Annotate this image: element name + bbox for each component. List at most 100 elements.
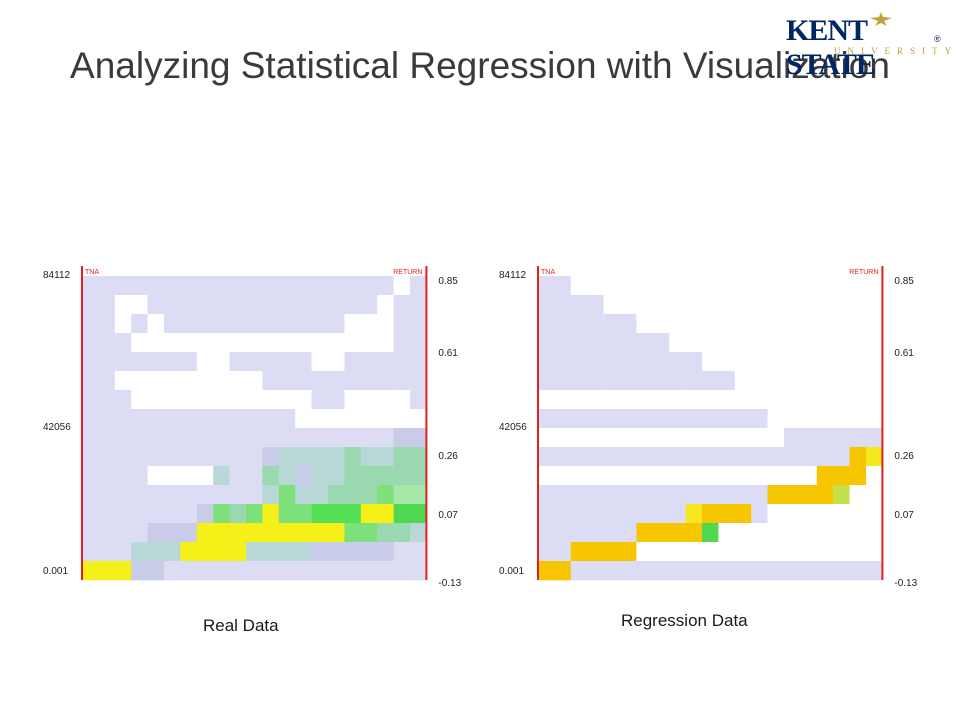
heatmap-cell [636, 314, 654, 334]
real-data-caption: Real Data [203, 616, 279, 635]
heatmap-cell [833, 542, 850, 562]
heatmap-cell [360, 333, 378, 353]
heatmap-cell [620, 276, 637, 296]
heatmap-cell [587, 409, 604, 429]
heatmap-cell [213, 276, 230, 296]
heatmap-cell [246, 371, 263, 391]
heatmap-cell [833, 409, 850, 429]
heatmap-cell [784, 447, 801, 467]
heatmap-cell [570, 504, 588, 524]
heatmap-cell [278, 542, 296, 562]
heatmap-cell [751, 409, 768, 429]
heatmap-cell [636, 295, 654, 315]
heatmap-cell [147, 409, 165, 429]
heatmap-cell [652, 561, 670, 581]
heatmap-cell [82, 314, 99, 334]
heatmap-cell [196, 485, 214, 505]
heatmap-cell [734, 466, 752, 486]
heatmap-cell [196, 352, 214, 372]
heatmap-cell [538, 276, 555, 296]
heatmap-cell [570, 371, 588, 391]
heatmap-cell [164, 295, 181, 315]
heatmap-cell [229, 504, 247, 524]
heatmap-cell [344, 295, 362, 315]
heatmap-cell [393, 542, 411, 562]
heatmap-cell [734, 485, 752, 505]
heatmap-cell [816, 523, 834, 543]
heatmap-cell [866, 390, 883, 410]
heatmap-cell [669, 542, 686, 562]
heatmap-cell [816, 371, 834, 391]
heatmap-cell [196, 428, 214, 448]
heatmap-cell [328, 447, 345, 467]
heatmap-cell [98, 523, 116, 543]
heatmap-cell [311, 504, 329, 524]
heatmap-cell [164, 314, 181, 334]
heatmap-cell [246, 352, 263, 372]
heatmap-cell [767, 333, 785, 353]
heatmap-cell [652, 371, 670, 391]
heatmap-cell [849, 409, 867, 429]
heatmap-cell [784, 428, 801, 448]
heatmap-cell [278, 314, 296, 334]
heatmap-cell [278, 504, 296, 524]
heatmap-cell [833, 390, 850, 410]
heatmap-cell [262, 276, 280, 296]
heatmap-cell [180, 523, 198, 543]
heatmap-cell [393, 314, 411, 334]
heatmap-cell [620, 409, 637, 429]
heatmap-cell [652, 428, 670, 448]
heatmap-cell [767, 409, 785, 429]
heatmap-cell [328, 542, 345, 562]
left-tick-label: 84112 [43, 270, 71, 281]
heatmap-cell [114, 409, 132, 429]
heatmap-cell [620, 504, 637, 524]
heatmap-cell [767, 504, 785, 524]
left-tick-label: 0.001 [499, 566, 524, 577]
heatmap-cell [833, 333, 850, 353]
heatmap-cell [196, 466, 214, 486]
heatmap-cell [410, 390, 427, 410]
heatmap-cell [718, 485, 736, 505]
heatmap-cell [344, 504, 362, 524]
heatmap-cell [180, 485, 198, 505]
heatmap-cell [377, 333, 394, 353]
heatmap-cell [180, 314, 198, 334]
heatmap-cell [246, 409, 263, 429]
heatmap-cell [734, 314, 752, 334]
heatmap-cell [685, 371, 703, 391]
heatmap-cell [262, 314, 280, 334]
heatmap-cell [131, 314, 148, 334]
heatmap-cell [344, 428, 362, 448]
heatmap-cell [328, 409, 345, 429]
heatmap-cell [131, 447, 148, 467]
left-tick-label: 42056 [43, 422, 71, 433]
right-tick-label: 0.61 [894, 348, 914, 359]
heatmap-cell [410, 276, 427, 296]
heatmap-cell [702, 314, 719, 334]
heatmap-cell [652, 352, 670, 372]
heatmap-cell [82, 504, 99, 524]
heatmap-cell [849, 542, 867, 562]
heatmap-cell [685, 352, 703, 372]
heatmap-cell [295, 542, 312, 562]
heatmap-cell [718, 352, 736, 372]
heatmap-cell [328, 523, 345, 543]
heatmap-cell [262, 542, 280, 562]
heatmap-cell [180, 276, 198, 296]
heatmap-cell [554, 295, 572, 315]
heatmap-cell [767, 542, 785, 562]
heatmap-cell [751, 428, 768, 448]
heatmap-cell [213, 371, 230, 391]
heatmap-cell [849, 333, 867, 353]
heatmap-cell [360, 352, 378, 372]
heatmap-cell [262, 371, 280, 391]
heatmap-cell [82, 428, 99, 448]
heatmap-cell [603, 371, 621, 391]
heatmap-cell [360, 466, 378, 486]
heatmap-cell [538, 314, 555, 334]
heatmap-cell [570, 295, 588, 315]
heatmap-cell [800, 466, 818, 486]
heatmap-cell [587, 466, 604, 486]
heatmap-cell [131, 371, 148, 391]
